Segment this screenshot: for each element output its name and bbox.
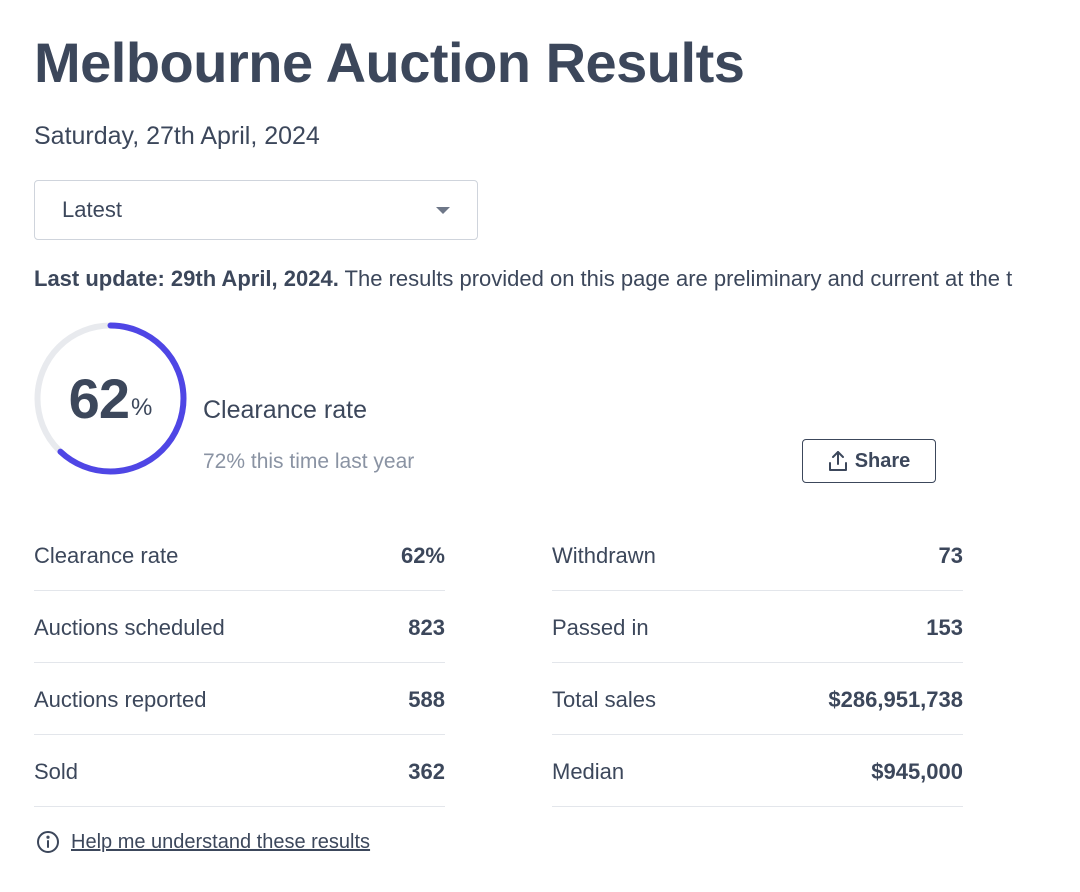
info-icon (36, 830, 60, 854)
ring-percent-sign: % (130, 393, 153, 421)
stat-label: Sold (34, 758, 79, 784)
stat-label: Auctions reported (34, 686, 207, 712)
share-button[interactable]: Share (802, 439, 936, 483)
last-update-text: The results provided on this page are pr… (338, 266, 1013, 291)
stat-label: Total sales (552, 686, 656, 712)
ring-progress (34, 322, 187, 475)
ring-label: 62% (33, 321, 188, 476)
share-label: Share (854, 449, 911, 472)
clearance-rate-label: Clearance rate (203, 396, 367, 424)
stat-value: $945,000 (871, 758, 963, 784)
ring-percent-number: 62 (68, 367, 130, 430)
stat-value: 73 (938, 542, 963, 568)
stat-label: Passed in (552, 614, 649, 640)
last-update-notice: Last update: 29th April, 2024. The resul… (34, 266, 1012, 292)
page-title: Melbourne Auction Results (34, 31, 745, 94)
stat-row: Auctions scheduled 823 (34, 591, 445, 663)
stat-label: Withdrawn (552, 542, 656, 568)
stat-row: Total sales $286,951,738 (552, 663, 963, 735)
stat-label: Median (552, 758, 625, 784)
share-upload-icon (828, 450, 848, 472)
stat-value: 588 (408, 686, 445, 712)
stat-value: 62% (400, 542, 445, 568)
auction-date: Saturday, 27th April, 2024 (34, 122, 320, 150)
clearance-rate-ring-chart (34, 322, 187, 475)
stat-label: Clearance rate (34, 542, 179, 568)
help-section: Help me understand these results (36, 830, 370, 854)
stat-value: 362 (408, 758, 445, 784)
stats-table-right: Withdrawn 73 Passed in 153 Total sales $… (552, 519, 963, 807)
stat-value: 823 (408, 614, 445, 640)
select-value: Latest (62, 197, 122, 222)
stat-row: Median $945,000 (552, 735, 963, 807)
stat-value: 153 (926, 614, 963, 640)
last-update-label: Last update: 29th April, 2024. (34, 266, 339, 291)
results-period-select[interactable]: Latest (34, 180, 478, 240)
stat-row: Withdrawn 73 (552, 519, 963, 591)
stat-label: Auctions scheduled (34, 614, 225, 640)
stat-value: $286,951,738 (828, 686, 963, 712)
stat-row: Auctions reported 588 (34, 663, 445, 735)
clearance-last-year: 72% this time last year (203, 450, 415, 473)
stat-row: Clearance rate 62% (34, 519, 445, 591)
stat-row: Sold 362 (34, 735, 445, 807)
stat-row: Passed in 153 (552, 591, 963, 663)
chevron-down-icon (436, 207, 450, 214)
help-link[interactable]: Help me understand these results (71, 830, 371, 853)
clearance-rate-ring: 62% (33, 321, 188, 476)
stats-table-left: Clearance rate 62% Auctions scheduled 82… (34, 519, 445, 807)
